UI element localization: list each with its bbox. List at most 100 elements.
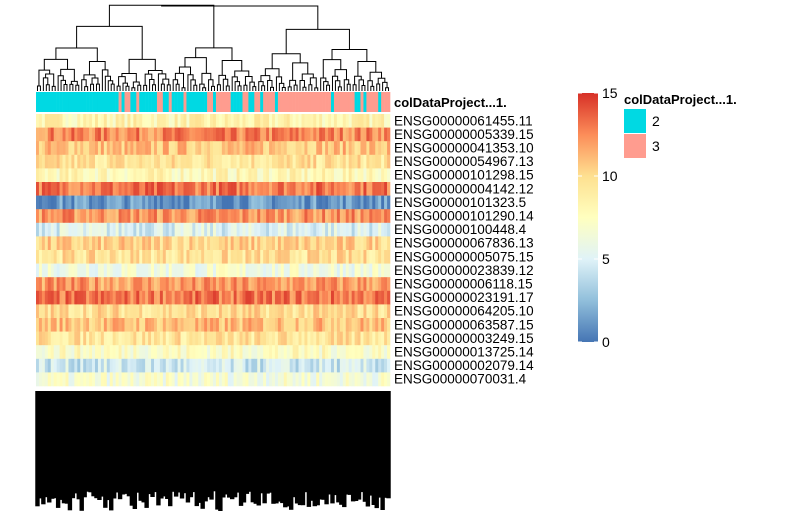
heatmap-cell: [366, 222, 370, 237]
heatmap-cell: [86, 250, 90, 264]
heatmap-cell: [339, 372, 344, 387]
heatmap-cell: [375, 263, 379, 278]
heatmap-cell: [301, 304, 305, 319]
heatmap-cell: [156, 222, 161, 237]
dendrogram-branch: [367, 80, 373, 91]
heatmap-cell: [189, 114, 193, 128]
heatmap-cell: [286, 331, 290, 346]
heatmap-cell: [174, 290, 178, 305]
heatmap-cell: [127, 250, 131, 264]
heatmap-cell: [180, 168, 184, 183]
heatmap-cell: [71, 318, 75, 332]
heatmap-cell: [177, 358, 181, 373]
heatmap-cell: [301, 114, 305, 128]
heatmap-cell: [53, 114, 57, 128]
heatmap-cell: [53, 318, 57, 332]
heatmap-cell: [201, 372, 205, 387]
heatmap-cell: [289, 304, 293, 319]
heatmap-cell: [239, 304, 243, 319]
heatmap-cell: [68, 182, 72, 196]
column-label: [209, 391, 214, 500]
heatmap-cell: [148, 154, 152, 169]
heatmap-cell: [74, 331, 78, 346]
heatmap-cell: [354, 141, 358, 156]
heatmap-cell: [354, 182, 358, 196]
annotation-cell: [115, 92, 119, 112]
annotation-cell: [80, 92, 84, 112]
heatmap-cell: [159, 127, 164, 142]
heatmap-cell: [162, 127, 167, 142]
heatmap-cell: [189, 358, 193, 373]
heatmap-cell: [322, 168, 326, 183]
heatmap-cell: [331, 345, 335, 360]
heatmap-cell: [313, 236, 317, 251]
heatmap-cell: [310, 250, 314, 264]
heatmap-cell: [189, 250, 193, 264]
heatmap-cell: [387, 114, 391, 128]
heatmap-cell: [263, 304, 267, 319]
heatmap-cell: [145, 195, 149, 210]
heatmap-cell: [266, 141, 270, 156]
heatmap-cell: [333, 345, 338, 360]
heatmap-cell: [339, 345, 344, 360]
column-label: [138, 391, 143, 501]
heatmap-cell: [307, 263, 311, 278]
heatmap-cell: [301, 209, 305, 224]
heatmap-cell: [328, 290, 332, 305]
heatmap-cell: [207, 304, 211, 319]
heatmap-cell: [289, 277, 293, 292]
heatmap-cell: [192, 372, 196, 387]
heatmap-cell: [372, 168, 376, 183]
heatmap-cell: [174, 358, 178, 373]
heatmap-cell: [112, 304, 116, 319]
heatmap-cell: [142, 345, 146, 360]
heatmap-cell: [280, 318, 285, 332]
heatmap-cell: [44, 331, 49, 346]
heatmap-cell: [283, 263, 288, 278]
heatmap-cell: [121, 168, 125, 183]
heatmap-cell: [313, 331, 317, 346]
heatmap-cell: [289, 141, 293, 156]
heatmap-cell: [369, 277, 373, 292]
heatmap-cell: [295, 318, 299, 332]
heatmap-cell: [254, 263, 258, 278]
heatmap-cell: [221, 290, 226, 305]
heatmap-cell: [304, 209, 308, 224]
column-label: [197, 391, 202, 503]
heatmap-cell: [215, 331, 220, 346]
heatmap-cell: [366, 236, 370, 251]
heatmap-cell: [103, 182, 108, 196]
heatmap-cell: [133, 209, 137, 224]
heatmap-cell: [242, 127, 246, 142]
heatmap-cell: [263, 114, 267, 128]
heatmap-cell: [239, 209, 243, 224]
heatmap-cell: [159, 358, 164, 373]
heatmap-cell: [230, 222, 234, 237]
heatmap-cell: [280, 277, 285, 292]
dendrogram-branch: [201, 72, 212, 85]
heatmap-cell: [280, 250, 285, 264]
heatmap-cell: [83, 114, 87, 128]
heatmap-cell: [257, 263, 261, 278]
heatmap-cell: [151, 331, 155, 346]
heatmap-cell: [148, 182, 152, 196]
heatmap-cell: [100, 345, 105, 360]
heatmap-cell: [369, 358, 373, 373]
heatmap-cell: [198, 127, 202, 142]
heatmap-cell: [357, 127, 361, 142]
heatmap-cell: [366, 290, 370, 305]
heatmap-cell: [274, 263, 279, 278]
heatmap-cell: [254, 290, 258, 305]
heatmap-cell: [227, 127, 231, 142]
heatmap-cell: [109, 304, 113, 319]
heatmap-cell: [154, 277, 158, 292]
heatmap-cell: [180, 182, 184, 196]
heatmap-cell: [100, 290, 105, 305]
heatmap-cell: [56, 154, 60, 169]
heatmap-cell: [319, 182, 323, 196]
heatmap-cell: [162, 372, 167, 387]
heatmap-cell: [248, 277, 252, 292]
heatmap-cell: [375, 358, 379, 373]
heatmap-cell: [251, 318, 255, 332]
heatmap-cell: [251, 114, 255, 128]
